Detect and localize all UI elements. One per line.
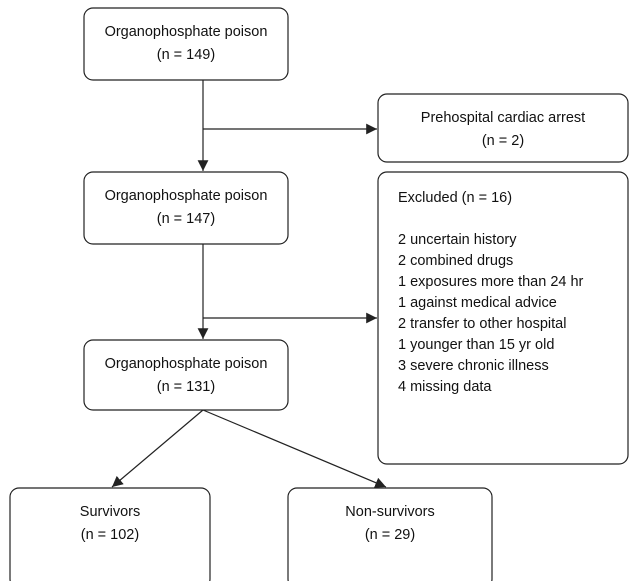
node-line: Organophosphate poison	[105, 188, 268, 204]
node-box	[377, 93, 629, 163]
node-title: Excluded (n = 16)	[398, 190, 512, 206]
node-line: (n = 131)	[157, 379, 215, 395]
arrow	[202, 409, 387, 488]
node: Prehospital cardiac arrest (n = 2)	[377, 93, 629, 163]
node-line: 1 younger than 15 yr old	[398, 337, 554, 353]
node-line: (n = 147)	[157, 211, 215, 227]
node: Organophosphate poison (n = 149)	[83, 7, 289, 81]
node-box	[9, 487, 211, 581]
node-box	[83, 7, 289, 81]
node-line: 2 combined drugs	[398, 253, 513, 269]
node-line: 2 uncertain history	[398, 232, 517, 248]
node: Organophosphate poison (n = 147)	[83, 171, 289, 245]
node: Non-survivors (n = 29)	[287, 487, 493, 581]
node-line: (n = 149)	[157, 47, 215, 63]
node-line: Survivors	[80, 504, 140, 520]
node-line: Non-survivors	[345, 504, 434, 520]
node: Excluded (n = 16) 2 uncertain history 2 co…	[377, 171, 629, 465]
node-line: 3 severe chronic illness	[398, 358, 549, 374]
node-line: 2 transfer to other hospital	[398, 316, 566, 332]
node-line: (n = 102)	[81, 527, 139, 543]
node-box	[377, 171, 629, 465]
node-line: Prehospital cardiac arrest	[421, 110, 585, 126]
node-line: Organophosphate poison	[105, 24, 268, 40]
node-box	[83, 171, 289, 245]
node-box	[287, 487, 493, 581]
connectors	[111, 80, 387, 488]
node-line: 4 missing data	[398, 379, 492, 395]
node-line: 1 exposures more than 24 hr	[398, 274, 584, 290]
node: Survivors (n = 102)	[9, 487, 211, 581]
node: Organophosphate poison (n = 131)	[83, 339, 289, 411]
node-line: (n = 2)	[482, 133, 524, 149]
node-line: 1 against medical advice	[398, 295, 557, 311]
arrow	[111, 409, 204, 488]
node-box	[83, 339, 289, 411]
node-line: Organophosphate poison	[105, 356, 268, 372]
node-line: (n = 29)	[365, 527, 415, 543]
